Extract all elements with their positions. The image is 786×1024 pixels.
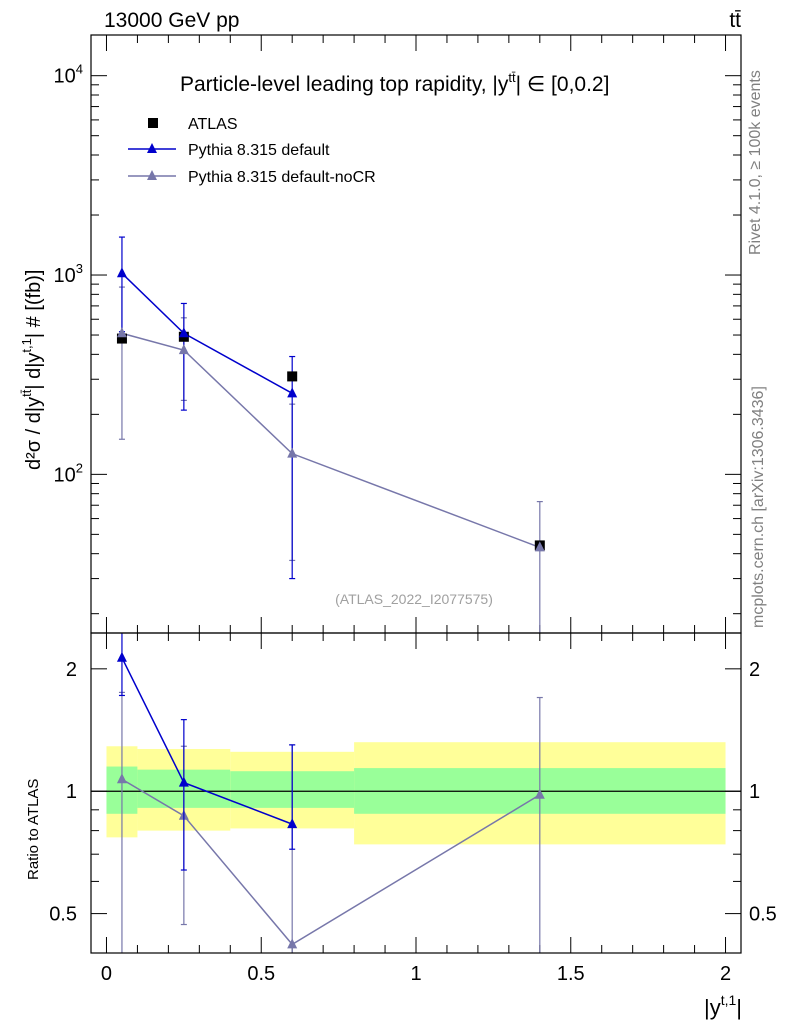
- ratio-tick-label-right: 2: [749, 659, 760, 681]
- ratio-ylabel: Ratio to ATLAS: [25, 779, 42, 880]
- header-left: 13000 GeV pp: [104, 9, 239, 32]
- x-axis-label: |yt,1|: [704, 992, 742, 1020]
- legend: ATLAS Pythia 8.315 default Pythia 8.315 …: [128, 116, 376, 186]
- atlas-data-point: [116, 333, 127, 344]
- legend-atlas-label: ATLAS: [188, 116, 238, 133]
- legend-default-label: Pythia 8.315 default: [188, 142, 330, 159]
- y-tick-label: 104: [54, 62, 83, 88]
- ratio-panel-frame: [90, 632, 742, 954]
- main-title: Particle-level leading top rapidity, |yt…: [180, 70, 609, 96]
- mc-data-point: [116, 267, 127, 278]
- ratio-point: [116, 651, 127, 662]
- header-right: tt̄: [729, 9, 741, 32]
- legend-default-marker: [147, 143, 157, 153]
- ratio-uncertainty-bands: [91, 742, 741, 845]
- ratio-tick-label-left: 0.5: [49, 904, 77, 926]
- legend-nocr-marker: [147, 170, 157, 180]
- ratio-tick-label-right: 0.5: [749, 904, 777, 926]
- analysis-id: (ATLAS_2022_I2077575): [335, 591, 493, 607]
- legend-nocr-label: Pythia 8.315 default-noCR: [188, 169, 376, 186]
- ratio-point: [534, 788, 545, 799]
- mc-data-point: [116, 327, 127, 338]
- ratio-tick-label-left: 1: [66, 781, 77, 803]
- mc-data-point: [287, 447, 298, 458]
- ratio-tick-label-left: 2: [66, 659, 77, 681]
- main-line-2: [121, 332, 541, 549]
- x-tick-label: 0: [101, 963, 112, 985]
- x-tick-label: 1.5: [557, 963, 585, 985]
- main-ylabel: d²σ / d|ytt̄| d|yt,1| # [(fb)]: [19, 270, 45, 470]
- legend-atlas-marker: [148, 118, 158, 128]
- ratio-tick-label-right: 1: [749, 781, 760, 803]
- mc-data-point: [178, 327, 189, 338]
- y-tick-label: 103: [54, 261, 83, 287]
- ratio-point: [287, 818, 298, 829]
- ratio-line-2: [121, 778, 541, 946]
- data-series: [116, 236, 545, 953]
- atlas-data-point: [287, 371, 298, 382]
- ratio-point: [178, 776, 189, 787]
- main-line-1: [121, 272, 293, 394]
- rivet-version-label: Rivet 4.1.0, ≥ 100k events: [747, 70, 764, 255]
- x-tick-label: 1: [410, 963, 421, 985]
- ratio-point: [287, 938, 298, 949]
- mc-data-point: [287, 387, 298, 398]
- x-tick-label: 0.5: [247, 963, 275, 985]
- axes-ticks: 0 0.5 1 1.5 2 102 103 104 0.5 0.5 1 1 2 2: [49, 35, 777, 985]
- x-tick-label: 2: [720, 963, 731, 985]
- mcplots-label: mcplots.cern.ch [arXiv:1306.3436]: [750, 386, 767, 628]
- ratio-point: [116, 773, 127, 784]
- mc-data-point: [178, 344, 189, 355]
- y-tick-label: 102: [54, 460, 83, 486]
- mc-data-point: [534, 541, 545, 552]
